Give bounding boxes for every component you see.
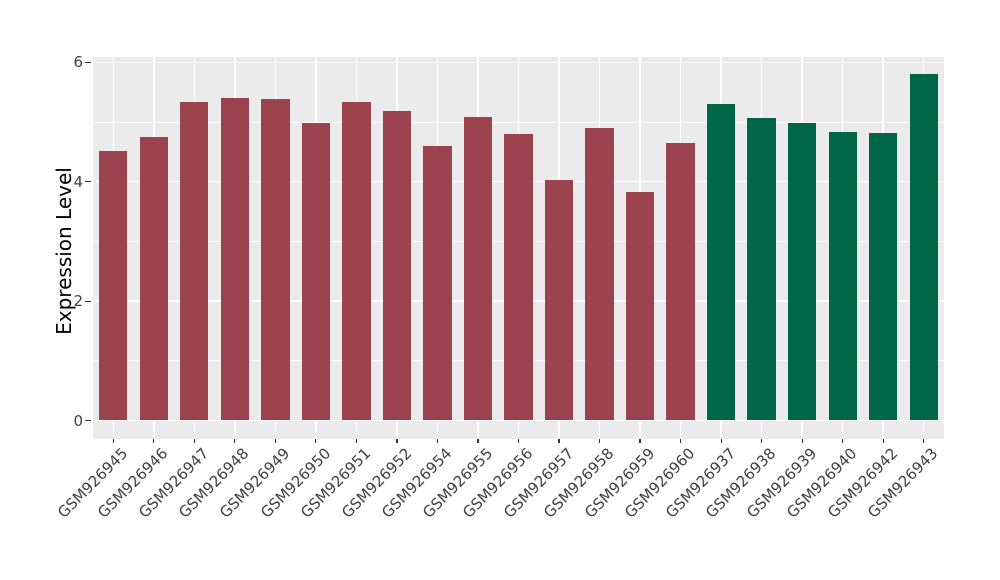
x-tick-GSM926947 — [193, 439, 195, 443]
bar-GSM926949 — [261, 98, 290, 421]
bar-GSM926937 — [706, 104, 736, 421]
bar-GSM926955 — [463, 117, 493, 421]
x-tick-GSM926956 — [517, 439, 520, 443]
y-tick-label-2: 2 — [73, 292, 83, 311]
bar-GSM926951 — [342, 101, 371, 421]
x-tick-GSM926945 — [112, 439, 114, 443]
bar-GSM926956 — [504, 133, 533, 421]
y-tick-4 — [85, 181, 91, 183]
bar-GSM926943 — [909, 74, 938, 421]
y-tick-0 — [85, 419, 91, 422]
x-tick-GSM926950 — [315, 439, 317, 443]
x-tick-GSM926951 — [355, 439, 357, 443]
bar-GSM926947 — [180, 101, 209, 421]
x-tick-GSM926957 — [558, 439, 560, 443]
x-tick-GSM926958 — [598, 439, 601, 443]
bar-GSM926938 — [747, 117, 776, 421]
bar-GSM926940 — [828, 131, 857, 421]
x-tick-GSM926938 — [761, 439, 763, 443]
bar-GSM926942 — [869, 132, 898, 421]
bar-GSM926959 — [625, 192, 655, 421]
plot-panel — [93, 57, 944, 439]
bar-GSM926948 — [220, 97, 249, 421]
x-tick-GSM926955 — [477, 439, 479, 443]
bar-GSM926945 — [99, 150, 128, 421]
bar-GSM926957 — [544, 179, 574, 421]
x-tick-GSM926942 — [882, 439, 884, 443]
y-tick-2 — [85, 300, 91, 302]
y-axis-title: Expression Level — [52, 167, 76, 335]
x-tick-GSM926949 — [274, 439, 276, 443]
y-tick-label-6: 6 — [73, 53, 83, 72]
x-tick-GSM926937 — [720, 439, 722, 443]
x-tick-GSM926946 — [153, 439, 155, 443]
bar-GSM926950 — [301, 123, 331, 421]
y-tick-label-4: 4 — [73, 172, 83, 191]
bar-GSM926952 — [382, 110, 412, 421]
bar-GSM926954 — [423, 146, 452, 421]
x-tick-GSM926939 — [801, 439, 803, 443]
bar-GSM926939 — [787, 123, 817, 421]
y-tick-label-0: 0 — [73, 411, 83, 430]
x-tick-GSM926960 — [679, 439, 682, 443]
bar-GSM926946 — [139, 136, 168, 421]
x-tick-GSM926948 — [234, 439, 236, 443]
bar-GSM926958 — [585, 127, 614, 421]
x-tick-GSM926943 — [923, 439, 925, 443]
x-tick-GSM926952 — [396, 439, 398, 443]
x-tick-GSM926940 — [842, 439, 844, 443]
bar-GSM926960 — [666, 143, 695, 421]
x-tick-GSM926959 — [639, 439, 641, 443]
x-tick-GSM926954 — [436, 439, 439, 443]
y-tick-6 — [85, 61, 91, 63]
